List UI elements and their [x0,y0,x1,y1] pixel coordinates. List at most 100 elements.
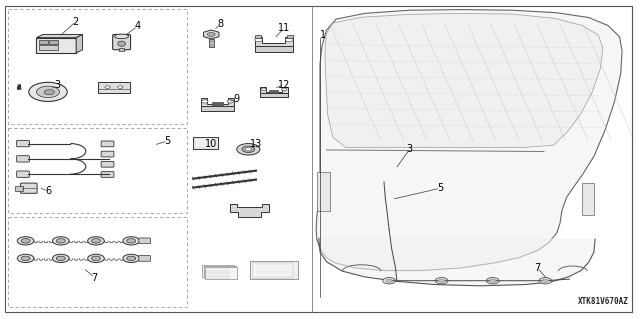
Circle shape [227,100,234,103]
FancyBboxPatch shape [36,38,76,53]
Circle shape [386,279,392,282]
Polygon shape [76,34,83,53]
Circle shape [92,239,100,243]
Circle shape [282,88,287,91]
FancyBboxPatch shape [101,161,114,167]
Polygon shape [230,204,269,217]
Circle shape [486,278,499,284]
FancyBboxPatch shape [98,82,130,93]
Text: 1: 1 [319,30,326,40]
FancyBboxPatch shape [17,171,29,177]
Circle shape [21,239,30,243]
Text: 3: 3 [54,80,61,91]
Circle shape [539,278,552,284]
Text: 4: 4 [134,21,141,31]
FancyBboxPatch shape [17,156,29,162]
FancyBboxPatch shape [139,238,150,244]
Polygon shape [260,87,288,93]
Bar [317,172,330,211]
Bar [8,9,187,124]
Text: 5: 5 [164,136,171,146]
Circle shape [52,254,69,263]
FancyBboxPatch shape [139,256,150,261]
FancyBboxPatch shape [253,263,293,278]
Bar [15,186,23,191]
Circle shape [44,90,54,95]
Circle shape [92,256,100,261]
Circle shape [56,239,65,243]
Bar [193,137,218,149]
FancyBboxPatch shape [101,141,114,147]
Text: 10: 10 [205,138,218,149]
Circle shape [490,279,496,282]
Circle shape [56,256,65,261]
Bar [255,46,293,52]
Ellipse shape [118,41,125,46]
Polygon shape [201,98,234,106]
Bar [39,40,48,44]
Bar [287,35,293,38]
FancyBboxPatch shape [101,172,114,177]
FancyBboxPatch shape [205,267,237,279]
Polygon shape [36,34,83,38]
Circle shape [118,86,123,88]
Text: 7: 7 [92,272,98,283]
Circle shape [542,279,548,282]
FancyBboxPatch shape [202,265,234,277]
FancyBboxPatch shape [113,34,131,50]
Text: 13: 13 [250,139,262,149]
Polygon shape [255,37,293,46]
Bar [269,90,278,93]
Bar [39,45,58,50]
Text: 5: 5 [437,183,444,193]
Circle shape [127,239,136,243]
Bar [212,102,223,106]
Bar [255,35,261,38]
Text: 7: 7 [534,263,541,273]
Bar [49,40,58,44]
Text: 9: 9 [234,94,240,104]
Circle shape [88,237,104,245]
Polygon shape [319,238,595,286]
Ellipse shape [115,34,129,39]
Circle shape [17,237,34,245]
Circle shape [255,38,262,42]
Bar [582,183,594,215]
Bar [260,93,288,97]
Bar [201,106,234,111]
Circle shape [52,237,69,245]
Bar [119,48,124,51]
Circle shape [242,146,255,152]
Circle shape [36,86,60,98]
FancyBboxPatch shape [101,151,114,157]
Text: XTK81V670AZ: XTK81V670AZ [578,297,628,306]
Text: 3: 3 [406,144,413,154]
FancyBboxPatch shape [20,183,37,193]
Text: 2: 2 [72,17,79,27]
Circle shape [435,278,448,284]
Bar [195,138,216,148]
Text: 6: 6 [45,186,51,197]
Circle shape [21,256,30,261]
Circle shape [88,254,104,263]
Bar [8,128,187,213]
Circle shape [207,33,215,36]
Circle shape [29,82,67,101]
Circle shape [261,88,266,91]
Circle shape [123,254,140,263]
Bar [8,217,187,307]
FancyBboxPatch shape [250,261,298,279]
Circle shape [285,38,293,42]
Text: 12: 12 [278,79,291,90]
Bar [209,39,214,47]
Text: 8: 8 [217,19,223,29]
Circle shape [245,148,252,151]
Circle shape [127,256,136,261]
Polygon shape [325,13,603,147]
Polygon shape [316,10,622,271]
Circle shape [105,86,110,88]
Circle shape [383,278,396,284]
Circle shape [123,237,140,245]
Circle shape [438,279,445,282]
Polygon shape [204,30,219,39]
